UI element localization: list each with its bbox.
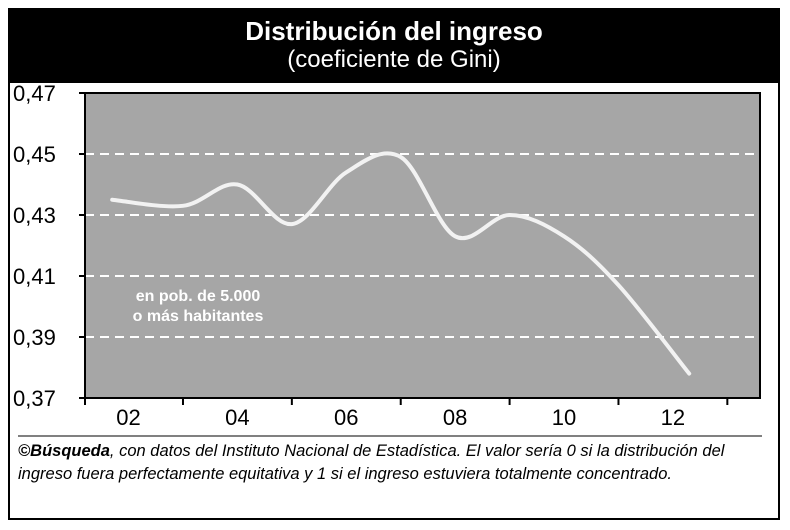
annotation-line-2: o más habitantes	[133, 308, 264, 325]
y-tick-label: 0,41	[13, 264, 56, 289]
x-tick-label: 04	[225, 405, 249, 430]
x-tick-label: 12	[661, 405, 685, 430]
y-tick-label: 0,37	[13, 386, 56, 411]
caption-brand: ©Búsqueda	[18, 442, 110, 460]
x-tick-label: 08	[443, 405, 467, 430]
plot-area	[85, 93, 760, 398]
x-tick-label: 10	[552, 405, 576, 430]
y-axis-ticks: 0,37 0,39 0,41 0,43 0,45 0,47	[13, 81, 85, 411]
chart-header: Distribución del ingreso (coeficiente de…	[10, 10, 778, 83]
x-axis-ticks: 02 04 06 08 10 12	[84, 398, 729, 430]
gini-series-line	[110, 151, 692, 376]
x-tick-label: 02	[116, 405, 140, 430]
chart-title: Distribución del ingreso	[245, 16, 543, 46]
y-tick-label: 0,43	[13, 203, 56, 228]
y-tick-label: 0,39	[13, 325, 56, 350]
caption-text: , con datos del Instituto Nacional de Es…	[18, 442, 725, 483]
source-caption: ©Búsqueda, con datos del Instituto Nacio…	[18, 440, 760, 486]
y-tick-label: 0,45	[13, 142, 56, 167]
x-tick-label: 06	[334, 405, 358, 430]
y-tick-label: 0,47	[13, 81, 56, 106]
plot-border	[84, 92, 761, 399]
grid-lines	[85, 153, 760, 338]
annotation-line-1: en pob. de 5.000	[136, 288, 261, 305]
chart-subtitle: (coeficiente de Gini)	[287, 46, 501, 73]
